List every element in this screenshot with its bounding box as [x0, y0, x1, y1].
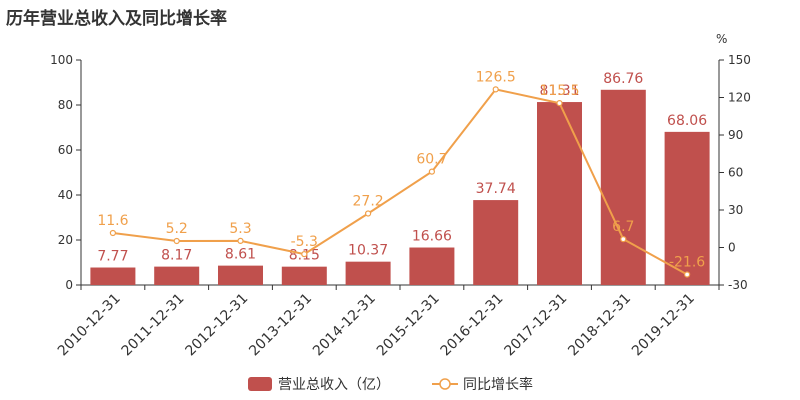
bar-value-label: 8.61 [225, 247, 256, 263]
bar [90, 267, 136, 285]
y-left-tick-label: 100 [50, 53, 73, 67]
growth-point [237, 237, 244, 244]
bar-value-label: 7.77 [97, 249, 128, 265]
bar-value-label: 86.76 [603, 71, 643, 87]
bar-value-label: 37.74 [476, 181, 516, 197]
growth-value-label: 27.2 [353, 194, 384, 210]
x-tick-label: 2019-12-31 [629, 291, 698, 360]
bar-value-label: 81.31 [539, 83, 579, 99]
x-tick-label: 2016-12-31 [438, 291, 507, 360]
growth-point [173, 237, 180, 245]
y-left-tick-label: 40 [58, 188, 73, 202]
y-left-tick-label: 60 [58, 143, 73, 157]
legend-line-label: 同比增长率 [463, 376, 533, 393]
legend-bar-label: 营业总收入（亿） [278, 377, 390, 393]
y-right-tick-label: 90 [728, 128, 743, 142]
growth-point [428, 168, 435, 175]
bar [600, 89, 646, 285]
growth-value-label: -21.6 [669, 255, 705, 271]
growth-value-label: 126.5 [476, 69, 516, 85]
y-left-tick-label: 0 [65, 278, 73, 292]
y-left-tick-label: 20 [58, 233, 73, 247]
bar [537, 102, 582, 286]
bar [473, 200, 519, 285]
chart-title: 历年营业总收入及同比增长率 [6, 9, 227, 29]
growth-value-label: 5.3 [229, 221, 251, 237]
x-tick-label: 2010-12-31 [55, 291, 124, 360]
growth-value-label: -5.3 [291, 234, 318, 250]
growth-point [301, 251, 308, 258]
y-right-tick-label: 30 [728, 203, 743, 217]
x-tick-label: 2018-12-31 [565, 291, 634, 360]
x-tick-label: 2015-12-31 [374, 291, 443, 360]
legend-line-marker [439, 378, 451, 390]
growth-point [620, 236, 627, 243]
growth-point [683, 271, 691, 278]
growth-value-label: 115.5 [539, 83, 579, 99]
y-right-tick-label: 120 [728, 91, 751, 105]
growth-value-label: 6.7 [612, 219, 634, 235]
bar-value-label: 8.17 [161, 248, 192, 264]
bar-value-label: 68.06 [667, 113, 707, 129]
bar [218, 265, 263, 285]
bar [345, 261, 391, 285]
x-tick-label: 2012-12-31 [182, 291, 251, 360]
growth-line [112, 88, 688, 276]
y-right-tick-label: 0 [728, 241, 736, 255]
growth-value-label: 5.2 [166, 221, 188, 237]
bar [664, 131, 710, 285]
y-right-tick-label: 60 [728, 166, 743, 180]
growth-point [365, 210, 372, 217]
growth-point [556, 100, 563, 107]
y-left-tick-label: 80 [58, 98, 73, 112]
growth-point [109, 229, 117, 237]
bar-value-label: 10.37 [348, 243, 388, 259]
x-tick-label: 2017-12-31 [501, 291, 570, 360]
legend-bar-swatch [248, 377, 272, 391]
x-tick-label: 2014-12-31 [310, 291, 379, 360]
bar-value-label: 16.66 [412, 229, 452, 245]
growth-value-label: 11.6 [97, 213, 128, 229]
bar [281, 266, 327, 285]
y-right-tick-label: -30 [728, 278, 748, 292]
x-tick-label: 2013-12-31 [246, 291, 315, 360]
bar [154, 266, 200, 285]
y-right-tick-label: 150 [728, 53, 751, 67]
y-right-unit-label: % [716, 32, 727, 46]
x-tick-label: 2011-12-31 [119, 291, 188, 360]
bar [409, 247, 455, 285]
growth-value-label: 60.7 [416, 152, 447, 168]
growth-point [492, 86, 499, 93]
